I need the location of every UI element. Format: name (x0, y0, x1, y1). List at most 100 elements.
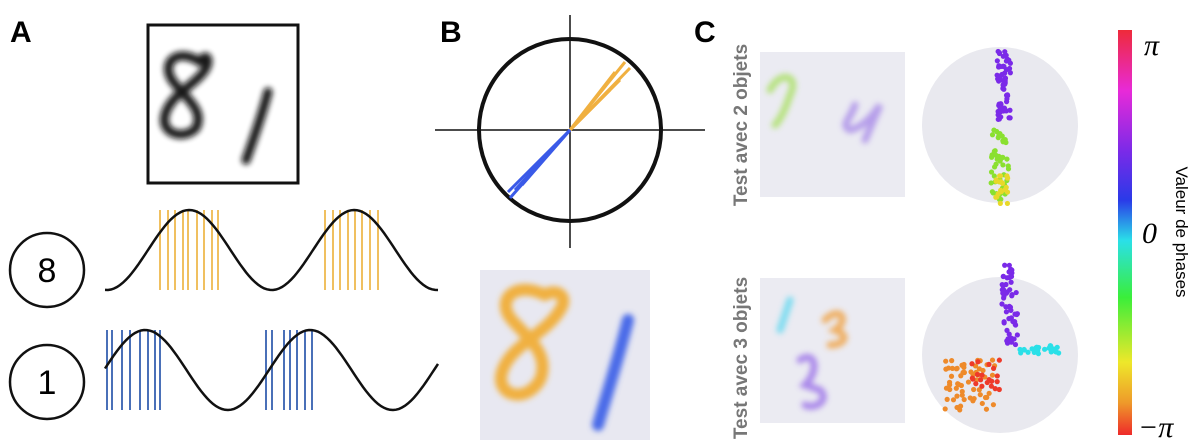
scatter-point (996, 117, 1001, 122)
scatter-point (969, 361, 974, 366)
scatter-point (999, 155, 1004, 160)
colorbar-title: Valeur de phases (1172, 166, 1191, 297)
scatter-point (1006, 58, 1011, 63)
scatter-point (992, 164, 997, 169)
scatter-point (998, 201, 1003, 206)
figure: A 8 1 B C Test avec 2 objets Test avec 3… (0, 0, 1193, 446)
scatter-point (979, 384, 984, 389)
scatter-point (1001, 289, 1006, 294)
scatter-point (1006, 115, 1011, 120)
scatter-point (997, 387, 1002, 392)
scatter-point (978, 392, 983, 397)
scatter-point (995, 373, 1000, 378)
scatter-point (1009, 280, 1014, 285)
scatter-point (1002, 263, 1007, 268)
scatter-point (971, 387, 976, 392)
panel-label: A (10, 16, 32, 49)
scatter-point (984, 395, 989, 400)
scatter-point (994, 73, 999, 78)
scatter-point (989, 384, 994, 389)
scatter-point (1001, 274, 1006, 279)
colorbar-tick: −π (1138, 411, 1174, 444)
scatter-point (995, 157, 1000, 162)
scatter-point (994, 129, 999, 134)
row-label: Test avec 3 objets (731, 277, 752, 439)
scatter-point (949, 374, 954, 379)
scatter-point (1013, 342, 1018, 347)
colorbar-tick: π (1144, 29, 1160, 62)
scatter-point (959, 363, 964, 368)
scatter-point (960, 370, 965, 375)
scatter-point (947, 387, 952, 392)
scatter-point (986, 362, 991, 367)
scatter-point (960, 393, 965, 398)
test-image (760, 52, 905, 197)
scatter-point (970, 377, 975, 382)
colorbar-tick: 0 (1142, 217, 1157, 250)
scatter-point (1035, 349, 1040, 354)
scatter-point (973, 381, 978, 386)
scatter-point (1002, 106, 1007, 111)
scatter-point (997, 358, 1002, 363)
scatter-point (985, 380, 990, 385)
scatter-point (977, 366, 982, 371)
digit-label: 8 (38, 252, 57, 290)
scatter-point (1004, 96, 1009, 101)
scatter-point (989, 379, 994, 384)
scatter-point (992, 149, 997, 154)
scatter-point (1007, 304, 1012, 309)
panel-label: B (440, 16, 462, 49)
scatter-point (995, 58, 1000, 63)
colorbar (1118, 30, 1132, 435)
scatter-point (949, 358, 954, 363)
scatter-point (1002, 49, 1007, 54)
scatter-point (1007, 263, 1012, 268)
row-label: Test avec 2 objets (731, 44, 752, 206)
scatter-point (994, 179, 999, 184)
scatter-point (1009, 274, 1014, 279)
scatter-point (1005, 201, 1010, 206)
scatter-point (946, 365, 951, 370)
scatter-point (998, 64, 1003, 69)
scatter-point (958, 404, 963, 409)
sine-wave (105, 210, 438, 290)
scatter-point (1002, 319, 1007, 324)
test-image (760, 278, 905, 423)
scatter-point (990, 132, 995, 137)
scatter-point (945, 397, 950, 402)
scatter-point (996, 49, 1001, 54)
scatter-point (966, 379, 971, 384)
scatter-point (991, 366, 996, 371)
scatter-point (1000, 283, 1005, 288)
scatter-point (990, 373, 995, 378)
scatter-point (970, 398, 975, 403)
scatter-point (1007, 66, 1012, 71)
scatter-point (996, 191, 1001, 196)
scatter-point (978, 377, 983, 382)
scatter-point (1008, 338, 1013, 343)
scatter-point (954, 394, 959, 399)
scatter-point (959, 383, 964, 388)
panel-label: C (694, 16, 716, 49)
scatter-point (1029, 346, 1034, 351)
scatter-point (980, 372, 985, 377)
scatter-point (975, 372, 980, 377)
scatter-point (1012, 312, 1017, 317)
scatter-point (943, 359, 948, 364)
scatter-point (1003, 80, 1008, 85)
scatter-point (990, 357, 995, 362)
scatter-point (1018, 350, 1023, 355)
scatter-point (995, 379, 1000, 384)
scatter-point (1004, 173, 1009, 178)
scatter-point (1052, 347, 1057, 352)
scatter-point (984, 407, 989, 412)
scatter-point (1003, 140, 1008, 145)
scatter-point (1042, 347, 1047, 352)
scatter-point (1015, 332, 1020, 337)
scatter-point (1009, 267, 1014, 272)
scatter-point (1004, 328, 1009, 333)
scatter-point (1004, 185, 1009, 190)
scatter-point (975, 359, 980, 364)
scatter-point (1010, 319, 1015, 324)
phase-arrow (570, 90, 610, 130)
